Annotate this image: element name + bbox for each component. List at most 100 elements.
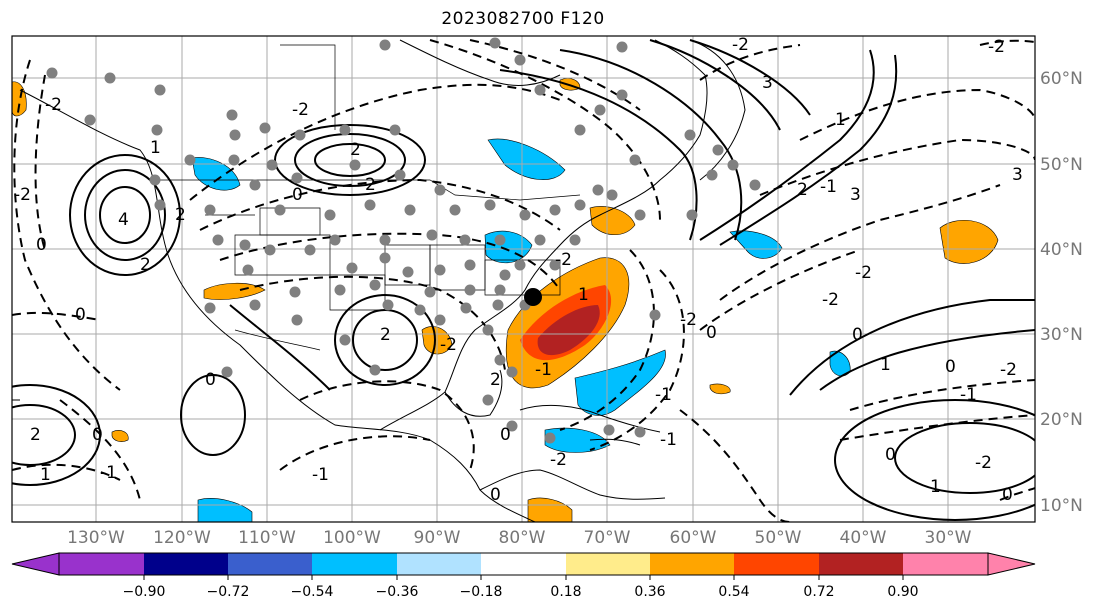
contour-label: 2 [365, 175, 376, 195]
contour-label: -1 [660, 430, 677, 450]
contour-label: 0 [292, 185, 303, 205]
contour-label: 0 [885, 445, 896, 465]
contour-label: 2 [350, 140, 361, 160]
contour-label: 3 [850, 185, 861, 205]
colorbar-bin [228, 553, 312, 575]
contour-label: -1 [100, 463, 117, 483]
lon-label: 120°W [153, 528, 211, 548]
shaded-anomalies [12, 78, 999, 522]
contour-label: 1 [578, 285, 589, 305]
colorbar-tick-label: 0.90 [887, 584, 918, 600]
colorbar-bin [144, 553, 228, 575]
map-background [12, 36, 1035, 522]
lat-label: 50°N [1040, 155, 1083, 175]
contour-label: 3 [762, 73, 773, 93]
lon-label: 70°W [584, 528, 631, 548]
lat-label: 60°N [1040, 69, 1083, 89]
lat-label: 30°N [1040, 325, 1083, 345]
lon-label: 60°W [670, 528, 717, 548]
contour-label: 0 [706, 323, 717, 343]
contour-label: 1 [150, 138, 161, 158]
colorbar-tick-label: 0.36 [634, 584, 665, 600]
graticule [12, 36, 1035, 522]
colorbar-tick-labels: −0.90 −0.72 −0.54 −0.36 −0.18 0.18 0.36 … [123, 584, 919, 600]
contour-label: -2 [550, 450, 567, 470]
contour-labels: -2 3 -2 1 2 -2 2 2 4 0 2 0 1 2 -2 3 1 -1… [14, 35, 1023, 505]
colorbar: −0.90 −0.72 −0.54 −0.36 −0.18 0.18 0.36 … [11, 552, 1036, 600]
latitude-labels: 60°N 50°N 40°N 30°N 20°N 10°N [1040, 69, 1083, 516]
contour-label: -2 [292, 100, 309, 120]
contour-label: 1 [930, 477, 941, 497]
colorbar-tick-label: −0.18 [460, 584, 503, 600]
contour-label: -2 [440, 335, 457, 355]
positive-contours [12, 39, 1035, 521]
lon-label: 30°W [925, 528, 972, 548]
highlight-point [524, 288, 542, 306]
contour-label: 2 [175, 205, 186, 225]
lat-label: 20°N [1040, 410, 1083, 430]
lon-label: 100°W [323, 528, 381, 548]
contour-label: -2 [988, 37, 1005, 57]
contour-label: 0 [36, 235, 47, 255]
contour-label: 0 [205, 370, 216, 390]
contour-label: 4 [118, 210, 129, 230]
map-title: 2023082700 F120 [441, 9, 605, 29]
colorbar-tick-label: −0.36 [376, 584, 419, 600]
lon-label: 50°W [755, 528, 802, 548]
colorbar-bin [397, 553, 481, 575]
contour-label: 2 [490, 370, 501, 390]
lat-label: 40°N [1040, 240, 1083, 260]
map-frame [11, 35, 1036, 523]
colorbar-tick-label: 0.18 [550, 584, 581, 600]
contour-label: -2 [555, 250, 572, 270]
colorbar-tick-label: −0.72 [207, 584, 250, 600]
lon-label: 130°W [67, 528, 125, 548]
colorbar-tick-label: 0.72 [803, 584, 834, 600]
colorbar-min-extension [11, 552, 60, 576]
colorbar-tick-label: −0.90 [123, 584, 166, 600]
contour-label: 2 [797, 180, 808, 200]
colorbar-bin [819, 553, 903, 575]
colorbar-ticks [143, 575, 904, 580]
contour-label: 1 [835, 110, 846, 130]
contour-label: -2 [45, 95, 62, 115]
lon-label: 110°W [238, 528, 296, 548]
lat-label: 10°N [1040, 496, 1083, 516]
contour-label: 2 [380, 325, 391, 345]
contour-label: 0 [945, 357, 956, 377]
contour-label: 1 [40, 465, 51, 485]
colorbar-tick-label: −0.54 [291, 584, 334, 600]
contour-label: -1 [655, 385, 672, 405]
contour-label: 2 [140, 255, 151, 275]
colorbar-bin [566, 553, 650, 575]
colorbar-bin [312, 553, 397, 575]
longitude-labels: 130°W 120°W 110°W 100°W 90°W 80°W 70°W 6… [67, 528, 972, 548]
colorbar-bin [903, 553, 988, 575]
contour-label: 0 [1002, 485, 1013, 505]
contour-label: -1 [820, 177, 837, 197]
contour-label: 0 [92, 425, 103, 445]
colorbar-tick-label: 0.54 [718, 584, 749, 600]
contour-label: 1 [880, 355, 891, 375]
contour-label: -1 [312, 465, 329, 485]
lon-label: 40°W [840, 528, 887, 548]
lon-label: 80°W [499, 528, 546, 548]
contour-label: 0 [75, 305, 86, 325]
colorbar-bin [481, 553, 566, 575]
contour-label: -2 [822, 290, 839, 310]
colorbar-bin [650, 553, 734, 575]
political-boundaries [160, 44, 581, 351]
contour-label: 0 [490, 485, 501, 505]
contour-label: 2 [30, 425, 41, 445]
contour-label: -2 [14, 185, 31, 205]
contour-label: -2 [1000, 360, 1017, 380]
contour-label: -1 [960, 385, 977, 405]
contour-label: 0 [852, 325, 863, 345]
contour-label: 3 [1012, 165, 1023, 185]
contour-label: -2 [732, 35, 749, 55]
colorbar-frame [58, 552, 989, 576]
contour-label: -2 [855, 263, 872, 283]
colorbar-max-extension [987, 552, 1036, 576]
contour-label: 0 [500, 425, 511, 445]
